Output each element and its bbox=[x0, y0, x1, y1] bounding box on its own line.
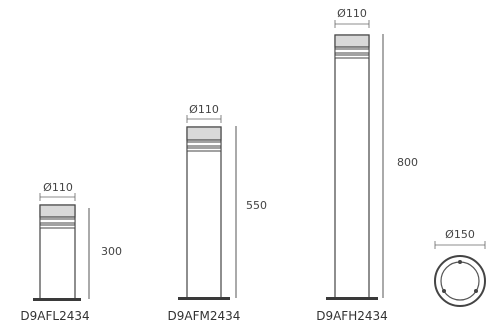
bollard-base-short bbox=[33, 298, 81, 301]
bollard-tall: Ø110 800 D9AFH2434 bbox=[316, 7, 418, 323]
bollard-body-medium bbox=[186, 126, 222, 299]
top-view-inner-ring bbox=[440, 261, 480, 301]
bollard-medium: Ø110 550 D9AFM2434 bbox=[168, 103, 267, 323]
model-label-short: D9AFL2434 bbox=[20, 309, 89, 323]
bollard-head-medium bbox=[186, 126, 222, 141]
diameter-label-top-view: Ø150 bbox=[445, 228, 475, 241]
bollard-head-tall bbox=[334, 34, 370, 48]
bollard-head-short bbox=[39, 204, 76, 218]
top-view: Ø150 bbox=[434, 228, 486, 307]
diameter-label-short: Ø110 bbox=[43, 181, 73, 194]
height-label-tall: 800 bbox=[397, 156, 418, 169]
bollard-base-medium bbox=[178, 297, 230, 300]
bollard-short: Ø110 300 D9AFL2434 bbox=[20, 181, 122, 323]
bollard-base-tall bbox=[326, 297, 378, 300]
height-label-short: 300 bbox=[101, 245, 122, 258]
model-label-medium: D9AFM2434 bbox=[168, 309, 241, 323]
model-label-tall: D9AFH2434 bbox=[316, 309, 388, 323]
height-label-medium: 550 bbox=[246, 199, 267, 212]
bollard-body-tall bbox=[334, 34, 370, 299]
diameter-label-tall: Ø110 bbox=[337, 7, 367, 20]
diameter-label-medium: Ø110 bbox=[189, 103, 219, 116]
